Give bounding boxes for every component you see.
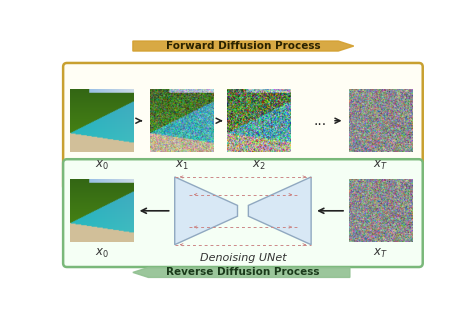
Text: Reverse Diffusion Process: Reverse Diffusion Process: [166, 267, 319, 277]
Text: $x_2$: $x_2$: [252, 159, 266, 172]
Text: Denoising UNet: Denoising UNet: [200, 253, 286, 263]
Polygon shape: [248, 177, 311, 245]
FancyBboxPatch shape: [63, 63, 423, 190]
Text: $x_T$: $x_T$: [374, 247, 388, 260]
Text: ...: ...: [313, 114, 326, 128]
Text: $x_0$: $x_0$: [95, 247, 109, 260]
FancyArrow shape: [133, 41, 354, 51]
Polygon shape: [175, 177, 237, 245]
Text: $x_1$: $x_1$: [175, 159, 189, 172]
FancyArrow shape: [133, 267, 350, 277]
Text: Forward Diffusion Process: Forward Diffusion Process: [165, 41, 320, 51]
Text: $x_T$: $x_T$: [374, 159, 388, 172]
Text: $x_0$: $x_0$: [95, 159, 109, 172]
FancyBboxPatch shape: [63, 159, 423, 267]
